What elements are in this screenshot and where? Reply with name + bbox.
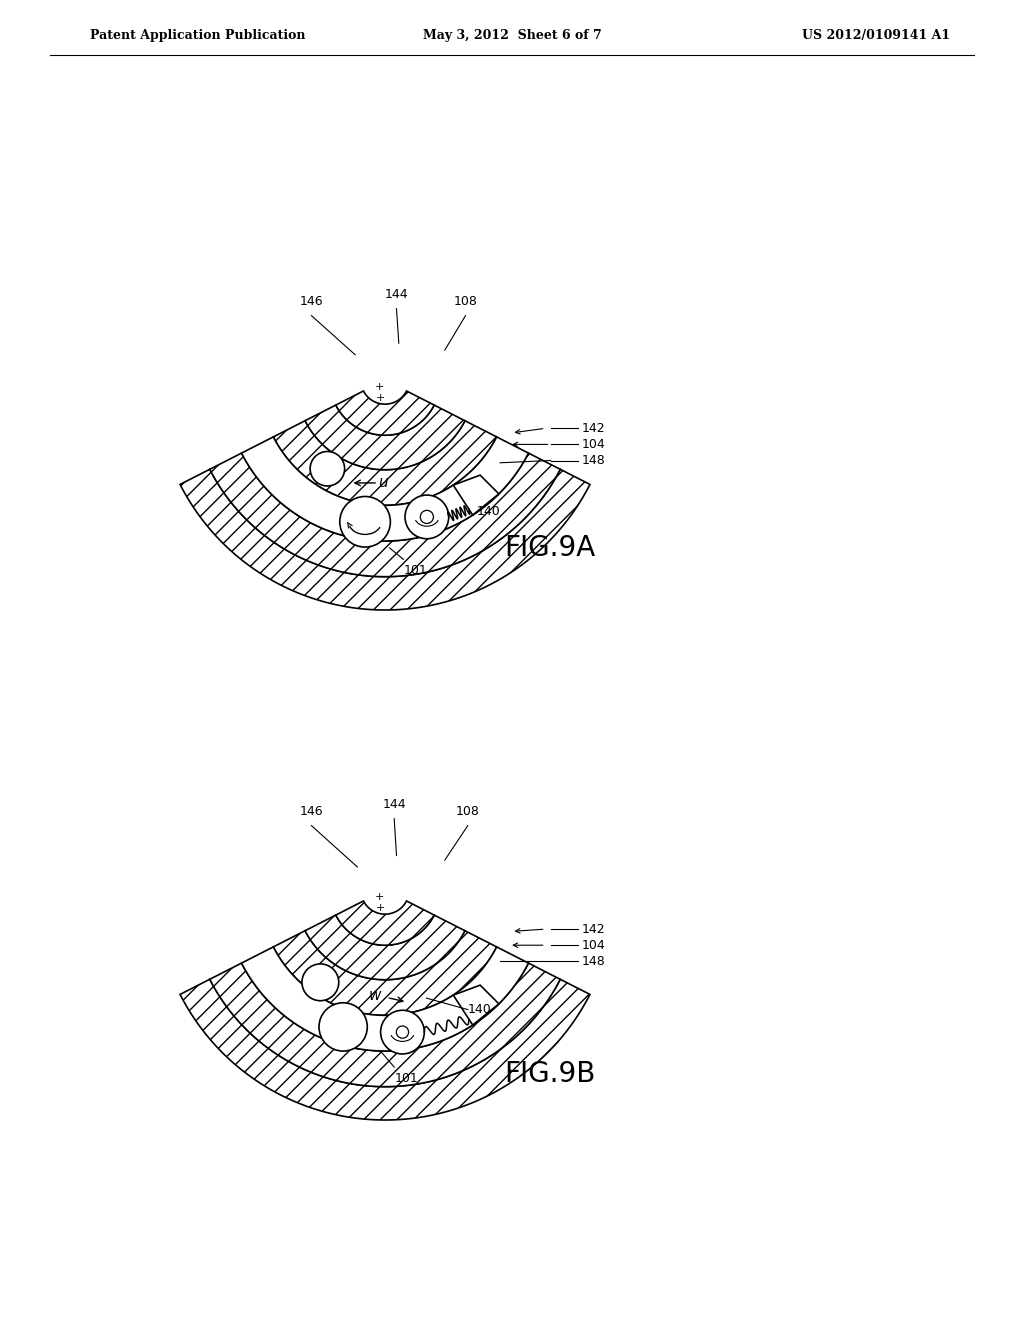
Circle shape bbox=[406, 495, 449, 539]
Text: FIG.9B: FIG.9B bbox=[505, 1060, 596, 1088]
Text: 146: 146 bbox=[300, 294, 324, 308]
Polygon shape bbox=[336, 902, 434, 945]
Circle shape bbox=[310, 451, 345, 486]
Text: May 3, 2012  Sheet 6 of 7: May 3, 2012 Sheet 6 of 7 bbox=[423, 29, 601, 42]
Text: 108: 108 bbox=[454, 294, 477, 308]
Circle shape bbox=[302, 964, 339, 1001]
Polygon shape bbox=[210, 964, 560, 1086]
Text: w: w bbox=[369, 987, 381, 1003]
Polygon shape bbox=[180, 979, 590, 1119]
Text: 108: 108 bbox=[456, 805, 479, 817]
Circle shape bbox=[381, 1010, 424, 1053]
Text: 142: 142 bbox=[582, 923, 605, 936]
Text: US 2012/0109141 A1: US 2012/0109141 A1 bbox=[802, 29, 950, 42]
Circle shape bbox=[396, 1026, 409, 1039]
Text: 104: 104 bbox=[582, 939, 605, 952]
Polygon shape bbox=[273, 931, 497, 1015]
Text: 142: 142 bbox=[582, 422, 605, 434]
Polygon shape bbox=[336, 391, 434, 436]
Text: 104: 104 bbox=[582, 438, 605, 451]
Text: 140: 140 bbox=[477, 504, 501, 517]
Polygon shape bbox=[180, 470, 590, 610]
Polygon shape bbox=[454, 985, 499, 1026]
Text: 144: 144 bbox=[382, 797, 406, 810]
Text: u: u bbox=[378, 475, 387, 491]
Polygon shape bbox=[273, 421, 497, 506]
Text: +: + bbox=[376, 903, 385, 912]
Circle shape bbox=[340, 496, 390, 546]
Polygon shape bbox=[210, 453, 560, 577]
Text: 148: 148 bbox=[582, 954, 605, 968]
Text: 148: 148 bbox=[582, 454, 605, 467]
Polygon shape bbox=[305, 915, 465, 979]
Text: +: + bbox=[375, 383, 384, 392]
Text: FIG.9A: FIG.9A bbox=[505, 533, 596, 562]
Text: 140: 140 bbox=[468, 1003, 492, 1016]
Text: +: + bbox=[375, 892, 384, 903]
Text: 101: 101 bbox=[403, 565, 427, 577]
Circle shape bbox=[319, 1003, 368, 1051]
Circle shape bbox=[420, 511, 433, 524]
Polygon shape bbox=[305, 405, 465, 470]
Text: +: + bbox=[376, 393, 385, 403]
Polygon shape bbox=[454, 475, 499, 515]
Polygon shape bbox=[242, 946, 528, 1051]
Text: 146: 146 bbox=[300, 805, 324, 817]
Polygon shape bbox=[242, 437, 528, 541]
Text: 101: 101 bbox=[394, 1072, 418, 1085]
Text: 144: 144 bbox=[385, 288, 409, 301]
Text: Patent Application Publication: Patent Application Publication bbox=[90, 29, 305, 42]
